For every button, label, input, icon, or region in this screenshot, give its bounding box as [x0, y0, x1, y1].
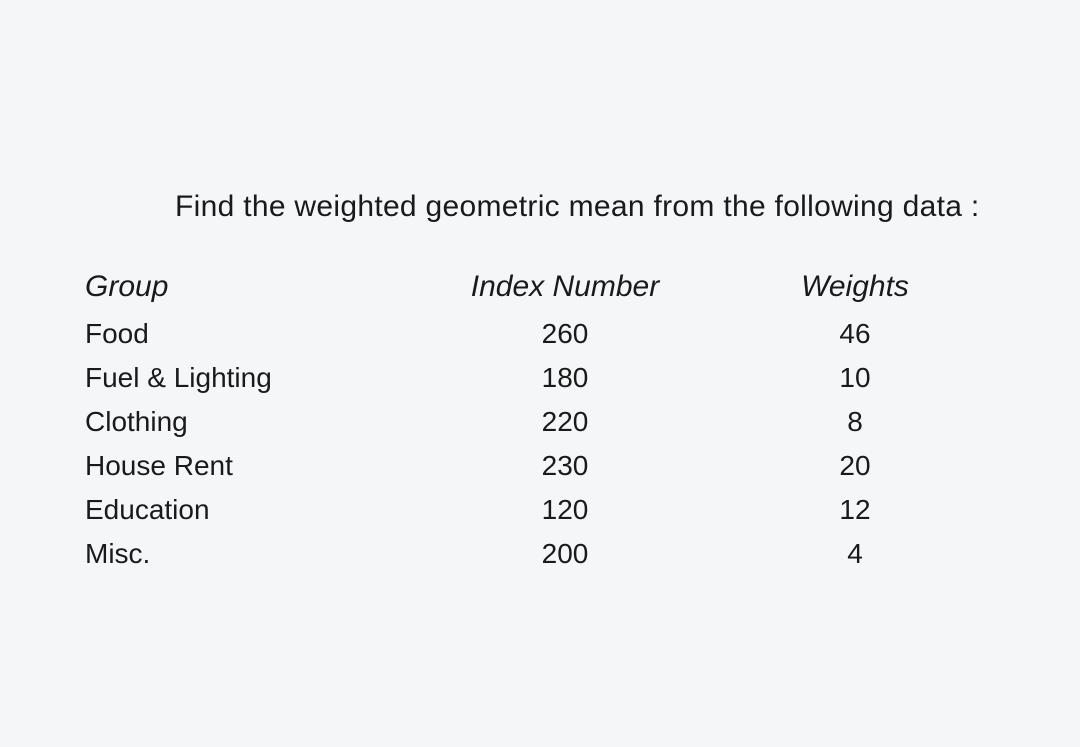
table-header-row: Group Index Number Weights — [75, 264, 1025, 310]
cell-group: Education — [75, 494, 405, 526]
cell-index: 120 — [405, 494, 725, 526]
cell-group: Clothing — [75, 406, 405, 438]
column-header-group: Group — [75, 270, 405, 304]
cell-index: 260 — [405, 318, 725, 350]
cell-index: 200 — [405, 538, 725, 570]
table-row: Education 120 12 — [75, 488, 1025, 532]
cell-weight: 10 — [725, 362, 1025, 394]
cell-weight: 20 — [725, 450, 1025, 482]
table-row: Food 260 46 — [75, 312, 1025, 356]
table-row: Misc. 200 4 — [75, 532, 1025, 576]
cell-group: House Rent — [75, 450, 405, 482]
data-table: Group Index Number Weights Food 260 46 F… — [75, 264, 1025, 576]
problem-title: Find the weighted geometric mean from th… — [175, 190, 1025, 224]
column-header-index: Index Number — [405, 270, 725, 304]
column-header-weight: Weights — [725, 270, 1025, 304]
cell-group: Fuel & Lighting — [75, 362, 405, 394]
cell-group: Food — [75, 318, 405, 350]
cell-weight: 4 — [725, 538, 1025, 570]
table-row: Fuel & Lighting 180 10 — [75, 356, 1025, 400]
cell-index: 180 — [405, 362, 725, 394]
cell-weight: 12 — [725, 494, 1025, 526]
cell-index: 220 — [405, 406, 725, 438]
cell-weight: 46 — [725, 318, 1025, 350]
document-page: Find the weighted geometric mean from th… — [75, 190, 1025, 576]
table-row: House Rent 230 20 — [75, 444, 1025, 488]
table-row: Clothing 220 8 — [75, 400, 1025, 444]
cell-group: Misc. — [75, 538, 405, 570]
cell-weight: 8 — [725, 406, 1025, 438]
cell-index: 230 — [405, 450, 725, 482]
